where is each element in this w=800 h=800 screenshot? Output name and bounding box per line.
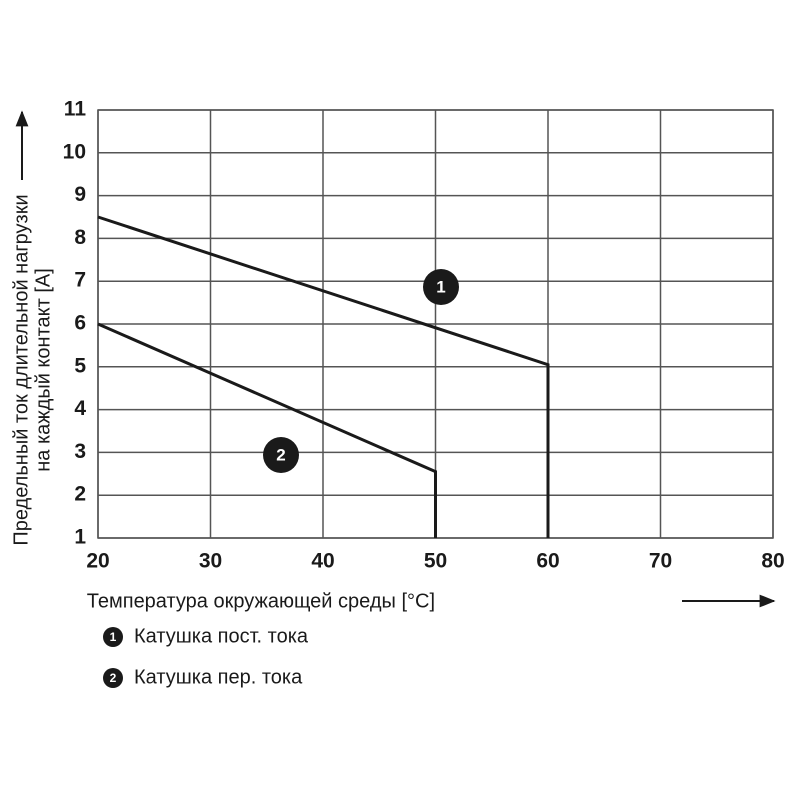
y-axis-label: Предельный ток длительной нагрузки — [10, 194, 32, 545]
x-tick-label: 60 — [536, 550, 559, 573]
series-marker — [263, 437, 299, 473]
series-marker-label: 2 — [276, 445, 285, 464]
legend-marker — [103, 627, 123, 647]
legend-label: Катушка пост. тока — [134, 625, 309, 647]
y-tick-label: 1 — [74, 526, 86, 549]
line — [97, 215, 550, 538]
x-tick-label: 50 — [424, 550, 447, 573]
x-tick-label: 70 — [649, 550, 672, 573]
legend-marker-label: 2 — [110, 671, 117, 685]
y-tick-label: 7 — [74, 269, 86, 292]
line — [97, 322, 437, 538]
legend-label: Катушка пер. тока — [134, 666, 303, 688]
y-tick-label: 2 — [74, 483, 86, 506]
y-tick-label: 6 — [74, 312, 86, 335]
legend-marker — [103, 668, 123, 688]
x-tick-label: 80 — [761, 550, 784, 573]
x-tick-label: 20 — [86, 550, 109, 573]
y-tick-label: 5 — [74, 354, 86, 377]
x-tick-label: 30 — [199, 550, 222, 573]
y-tick-label: 8 — [74, 226, 86, 249]
y-tick-label: 4 — [74, 397, 86, 420]
x-axis-label: Температура окружающей среды [°C] — [87, 590, 435, 612]
y-tick-label: 9 — [74, 183, 86, 206]
x-tick-label: 40 — [311, 550, 334, 573]
y-tick-label: 3 — [74, 440, 86, 463]
y-tick-label: 11 — [64, 98, 87, 121]
series-marker — [423, 269, 459, 305]
y-axis-label: на каждый контакт [A] — [32, 268, 54, 472]
y-tick-label: 10 — [63, 140, 86, 163]
legend-marker-label: 1 — [110, 630, 117, 644]
series-marker-label: 1 — [436, 277, 445, 296]
